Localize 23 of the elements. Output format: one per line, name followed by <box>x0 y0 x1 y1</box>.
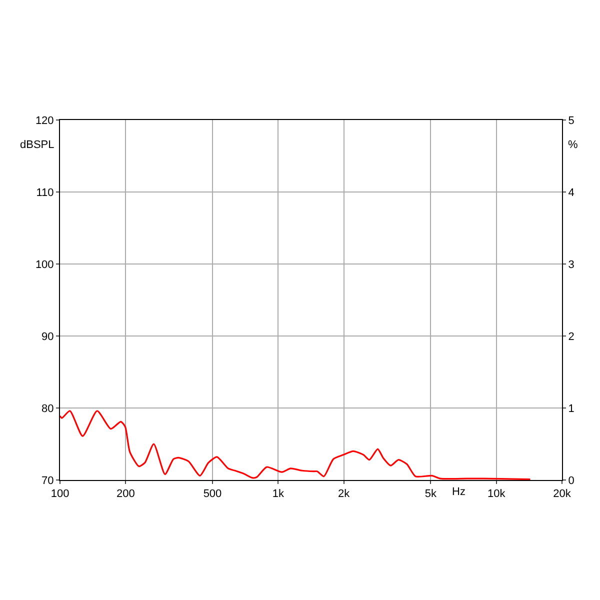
x-tick-label: 10k <box>487 488 506 500</box>
y-tick-label: 70 <box>42 474 54 487</box>
y-tick-label: 90 <box>42 330 54 343</box>
y2-tick-label: 1 <box>568 402 574 415</box>
x-tick-label: 200 <box>116 488 135 500</box>
y2-tick-label: 4 <box>568 186 574 199</box>
x-tick-label: 5k <box>424 488 437 500</box>
y-axis-title: dBSPL <box>20 139 54 151</box>
y2-axis-title: % <box>568 139 578 151</box>
x-tick-label: 1k <box>272 488 284 500</box>
y-tick-label: 120 <box>35 114 54 127</box>
x-tick-label: 500 <box>203 488 222 500</box>
y-tick-label: 110 <box>36 186 54 199</box>
y2-tick-label: 0 <box>568 474 574 487</box>
y-tick-label: 80 <box>42 402 54 415</box>
x-tick-label: 100 <box>50 488 70 500</box>
x-axis-title: Hz <box>452 486 466 498</box>
y2-tick-label: 5 <box>568 114 574 127</box>
x-tick-label: 2k <box>338 488 350 500</box>
y2-tick-label: 3 <box>568 258 574 271</box>
x-tick-label: 20k <box>553 488 572 500</box>
y2-tick-label: 2 <box>568 330 574 343</box>
y-tick-label: 100 <box>35 258 54 271</box>
